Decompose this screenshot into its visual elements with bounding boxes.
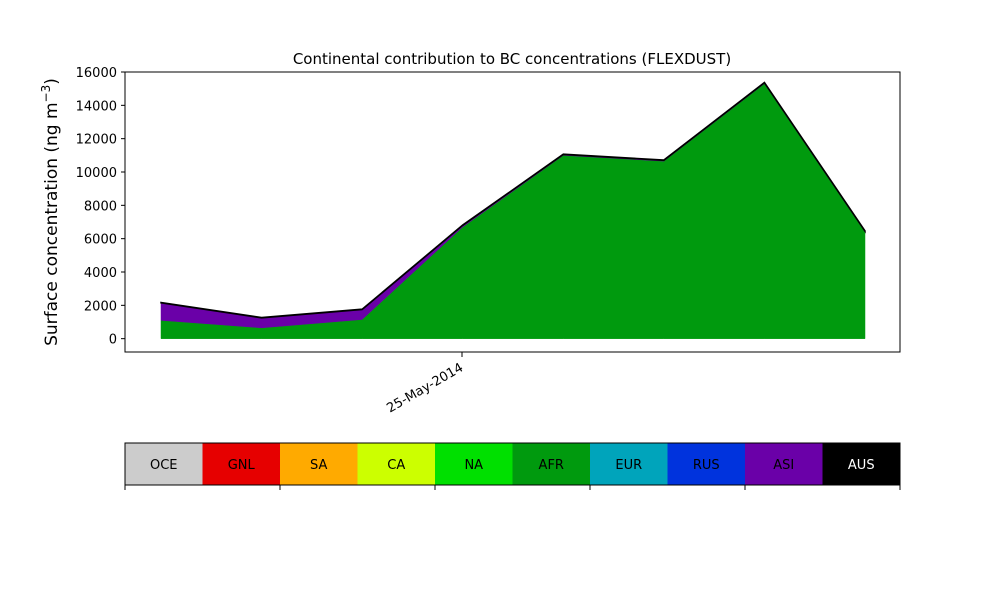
y-tick-label: 14000: [76, 99, 117, 114]
y-tick-label: 4000: [84, 266, 117, 281]
colorbar-swatch-ca: [357, 443, 436, 485]
area-aus: [160, 81, 866, 319]
colorbar-swatch-afr: [512, 443, 591, 485]
y-tick-label: 10000: [76, 166, 117, 181]
colorbar-swatch-oce: [125, 443, 203, 485]
y-tick-label: 12000: [76, 133, 117, 148]
colorbar-swatch-aus: [822, 443, 901, 485]
colorbar-swatch-sa: [280, 443, 358, 485]
colorbar: OCE GNL SA CA NA AFR EUR RUS ASI AUS: [124, 442, 901, 490]
y-axis-label-close: ): [42, 78, 62, 85]
colorbar-label-aus: AUS: [848, 458, 875, 473]
y-tick-label: 8000: [84, 199, 117, 214]
x-ticks: 25-May-2014: [384, 352, 466, 416]
colorbar-label-gnl: GNL: [228, 458, 256, 473]
colorbar-swatch-eur: [590, 443, 668, 485]
colorbar-swatch-asi: [745, 443, 823, 485]
y-tick-label: 6000: [84, 233, 117, 248]
colorbar-label-ca: CA: [387, 458, 405, 473]
colorbar-label-sa: SA: [310, 458, 327, 473]
y-axis-label: Surface concentration (ng m−3): [39, 78, 62, 346]
colorbar-label-oce: OCE: [150, 458, 178, 473]
chart-title: Continental contribution to BC concentra…: [293, 50, 731, 68]
colorbar-swatch-na: [435, 443, 513, 485]
plot-frame: [124, 71, 901, 353]
colorbar-label-afr: AFR: [539, 458, 564, 473]
y-tick-label: 16000: [76, 66, 117, 81]
colorbar-frame: [124, 442, 901, 486]
y-tick-label: 0: [109, 333, 117, 348]
y-axis-label-sup: −3: [39, 85, 53, 103]
y-ticks: 0 2000 4000 6000 8000 10000 12000 14000 16000: [76, 66, 125, 348]
colorbar-label-na: NA: [464, 458, 483, 473]
colorbar-label-rus: RUS: [693, 458, 720, 473]
x-tick-label: 25-May-2014: [384, 360, 466, 416]
area-afr: [160, 83, 866, 339]
colorbar-swatch-rus: [667, 443, 746, 485]
area-series-group: [160, 81, 866, 339]
colorbar-swatch-gnl: [202, 443, 281, 485]
colorbar-label-eur: EUR: [615, 458, 642, 473]
colorbar-label-asi: ASI: [773, 458, 794, 473]
y-axis-label-text: Surface concentration (ng m: [42, 102, 62, 345]
y-tick-label: 2000: [84, 299, 117, 314]
